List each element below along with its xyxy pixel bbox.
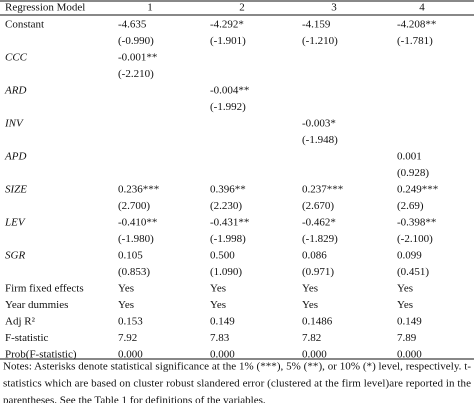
cell-tstat: (-1.901) — [210, 35, 246, 47]
row-label: Constant — [5, 19, 44, 31]
cell-tstat: (-1.829) — [302, 233, 338, 245]
cell-tstat: (0.853) — [118, 266, 150, 278]
cell-value: 0.153 — [118, 316, 143, 328]
row-label: F-statistic — [5, 332, 49, 344]
cell-value: 0.149 — [210, 316, 235, 328]
cell-value: 0.000 — [302, 349, 327, 361]
cell-value: -0.462* — [302, 217, 336, 229]
cell-tstat: (1.090) — [210, 266, 242, 278]
cell-tstat: (-1.998) — [210, 233, 246, 245]
row-label: ARD — [4, 85, 26, 97]
cell-value: 0.396** — [210, 184, 246, 196]
row-label: Prob(F-statistic) — [5, 349, 77, 361]
cell-value: 0.086 — [302, 250, 327, 262]
cell-tstat: (2.670) — [302, 200, 334, 212]
cell-value: 7.83 — [210, 332, 230, 344]
cell-value: Yes — [118, 299, 134, 311]
row-label: Firm fixed effects — [5, 283, 84, 295]
cell-value: 0.1486 — [302, 316, 333, 328]
row-label: CCC — [5, 52, 28, 64]
header-label: Regression Model — [5, 2, 85, 14]
cell-value: 7.92 — [118, 332, 137, 344]
cell-tstat: (0.928) — [397, 167, 429, 179]
cell-value: 0.105 — [118, 250, 143, 262]
cell-value: 7.89 — [397, 332, 417, 344]
cell-value: Yes — [210, 299, 226, 311]
cell-tstat: (-1.980) — [118, 233, 154, 245]
cell-value: 7.82 — [302, 332, 321, 344]
cell-value: Yes — [210, 283, 226, 295]
cell-tstat: (2.700) — [118, 200, 150, 212]
cell-tstat: (-1.781) — [397, 35, 433, 47]
cell-value: 0.236*** — [118, 184, 159, 196]
cell-value: Yes — [118, 283, 134, 295]
note-line: Notes: Asterisks denote statistical sign… — [3, 361, 471, 373]
cell-value: -4.292* — [210, 19, 244, 31]
cell-value: -4.159 — [302, 19, 331, 31]
cell-value: Yes — [302, 283, 318, 295]
cell-value: -0.001** — [118, 52, 157, 64]
cell-value: 0.237*** — [302, 184, 343, 196]
cell-value: 0.000 — [210, 349, 235, 361]
cell-value: Yes — [397, 299, 413, 311]
cell-value: -0.410** — [118, 217, 157, 229]
cell-value: -0.398** — [397, 217, 436, 229]
cell-value: Yes — [397, 283, 413, 295]
cell-value: -0.431** — [210, 217, 249, 229]
cell-value: -4.208** — [397, 19, 436, 31]
cell-tstat: (2.69) — [397, 200, 424, 212]
cell-value: 0.149 — [397, 316, 422, 328]
cell-value: 0.001 — [397, 151, 422, 163]
cell-tstat: (2.230) — [210, 200, 242, 212]
cell-value: -0.003* — [302, 118, 336, 130]
cell-value: 0.099 — [397, 250, 422, 262]
row-label: APD — [4, 151, 26, 163]
cell-value: -0.004** — [210, 85, 249, 97]
cell-value: Yes — [302, 299, 318, 311]
row-label: Year dummies — [5, 299, 68, 311]
row-label: Adj R² — [5, 316, 36, 328]
row-label: SGR — [5, 250, 25, 262]
cell-value: 0.000 — [397, 349, 422, 361]
header-cell: 4 — [419, 2, 425, 14]
row-label: INV — [4, 118, 24, 130]
note-line: statistics which are based on cluster ro… — [3, 378, 471, 390]
cell-tstat: (-2.100) — [397, 233, 433, 245]
cell-value: 0.000 — [118, 349, 143, 361]
cell-tstat: (-1.992) — [210, 101, 246, 113]
header-cell: 2 — [239, 2, 245, 14]
cell-tstat: (-0.990) — [118, 35, 154, 47]
cell-tstat: (0.451) — [397, 266, 429, 278]
cell-tstat: (-2.210) — [118, 68, 154, 80]
header-cell: 1 — [147, 2, 153, 14]
cell-tstat: (-1.210) — [302, 35, 338, 47]
cell-tstat: (-1.948) — [302, 134, 338, 146]
cell-value: 0.249*** — [397, 184, 438, 196]
row-label: SIZE — [5, 184, 27, 196]
note-line: parentheses. See the Table 1 for definit… — [3, 395, 266, 403]
cell-value: -4.635 — [118, 19, 147, 31]
row-label: LEV — [4, 217, 26, 229]
cell-value: 0.500 — [210, 250, 235, 262]
cell-tstat: (0.971) — [302, 266, 334, 278]
header-cell: 3 — [331, 2, 337, 14]
